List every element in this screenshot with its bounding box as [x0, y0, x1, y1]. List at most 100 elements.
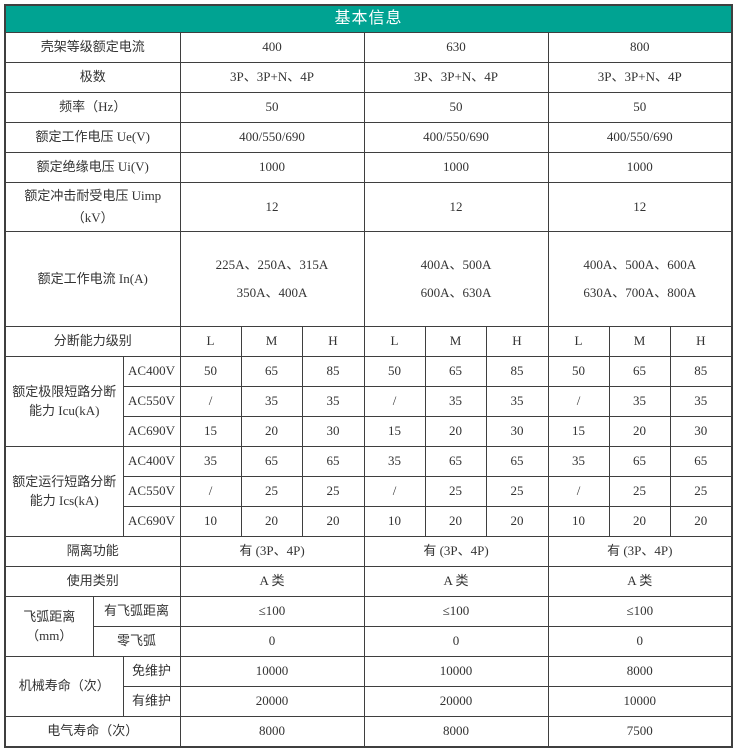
in-c1-line2: 350A、400A [236, 284, 308, 300]
cell-uimp-c1: 12 [179, 182, 365, 232]
cell-mech2-c2: 20000 [363, 686, 549, 717]
cell-arc1-c1: ≤100 [179, 596, 365, 627]
cell-ics3-5: 20 [485, 506, 549, 537]
cell-ics3-7: 20 [608, 506, 671, 537]
cell-ics2-4: 25 [424, 476, 487, 507]
row-ue: 额定工作电压 Ue(V) 400/550/690 400/550/690 400… [4, 122, 733, 153]
row-rated-current: 额定工作电流 In(A) 225A、250A、315A 350A、400A 40… [4, 231, 733, 327]
cell-ics1-0: 35 [179, 446, 242, 477]
cell-icu3-8: 30 [669, 416, 733, 447]
cell-level-4: M [424, 326, 487, 357]
row-breaking-level: 分断能力级别 L M H L M H L M H [4, 326, 733, 357]
cell-icu1-2: 85 [301, 356, 365, 387]
cell-level-5: H [485, 326, 549, 357]
cell-arc2-c1: 0 [179, 626, 365, 657]
cell-icu3-1: 20 [240, 416, 303, 447]
cell-ics1-5: 65 [485, 446, 549, 477]
row-mech-life-free: 机械寿命（次） 免维护 10000 10000 8000 [4, 656, 733, 717]
row-icu-ac400: 额定极限短路分断能力 Icu(kA) AC400V 50 65 85 50 65… [4, 356, 733, 447]
cell-freq-c2: 50 [363, 92, 549, 123]
row-label-ue: 额定工作电压 Ue(V) [4, 122, 181, 153]
cell-mech2-c3: 10000 [547, 686, 733, 717]
in-c2-line1: 400A、500A [420, 256, 492, 272]
cell-isolation-c3: 有 (3P、4P) [547, 536, 733, 567]
sub-label-icu-ac550v: AC550V [122, 386, 181, 417]
cell-icu3-6: 15 [547, 416, 610, 447]
cell-level-6: L [547, 326, 610, 357]
uimp-label-line1: 额定冲击耐受电压 Uimp [24, 187, 162, 203]
cell-in-c1: 225A、250A、315A 350A、400A [179, 231, 365, 327]
cell-poles-c3: 3P、3P+N、4P [547, 62, 733, 93]
row-label-frequency: 频率（Hz） [4, 92, 181, 123]
row-label-mech-life: 机械寿命（次） [4, 656, 124, 717]
row-label-usage-category: 使用类别 [4, 566, 181, 597]
row-label-uimp: 额定冲击耐受电压 Uimp （kV） [4, 182, 181, 232]
cell-mech1-c2: 10000 [363, 656, 549, 687]
row-arc-distance: 飞弧距离（mm） 有飞弧距离 ≤100 ≤100 ≤100 [4, 596, 733, 657]
row-ics-ac550: AC550V / 25 25 / 25 25 / 25 25 [5, 476, 733, 507]
row-ics-ac400: 额定运行短路分断能力 Ics(kA) AC400V 35 65 65 35 65… [4, 446, 733, 537]
cell-uimp-c3: 12 [547, 182, 733, 232]
basic-info-spec-table: 基本信息 壳架等级额定电流 400 630 800 极数 3P、3P+N、4P … [4, 4, 734, 748]
cell-frame-c2: 630 [363, 32, 549, 63]
cell-icu2-5: 35 [485, 386, 549, 417]
cell-icu2-8: 35 [669, 386, 733, 417]
row-frequency: 频率（Hz） 50 50 50 [4, 92, 733, 123]
cell-icu1-6: 50 [547, 356, 610, 387]
row-label-breaking-level: 分断能力级别 [4, 326, 181, 357]
cell-ics1-6: 35 [547, 446, 610, 477]
cell-ics2-0: / [179, 476, 242, 507]
cell-usage-c3: A 类 [547, 566, 733, 597]
cell-frame-c3: 800 [547, 32, 733, 63]
cell-icu2-4: 35 [424, 386, 487, 417]
row-electrical-life: 电气寿命（次） 8000 8000 7500 [4, 716, 733, 748]
cell-elec-c3: 7500 [547, 716, 733, 748]
cell-elec-c1: 8000 [179, 716, 365, 748]
cell-arc2-c2: 0 [363, 626, 549, 657]
cell-arc1-c3: ≤100 [547, 596, 733, 627]
cell-freq-c1: 50 [179, 92, 365, 123]
cell-uimp-c2: 12 [363, 182, 549, 232]
cell-ics3-3: 10 [363, 506, 426, 537]
row-label-rated-current: 额定工作电流 In(A) [4, 231, 181, 327]
cell-level-3: L [363, 326, 426, 357]
row-ics-ac690: AC690V 10 20 20 10 20 20 10 20 20 [5, 506, 733, 537]
cell-ue-c1: 400/550/690 [179, 122, 365, 153]
sub-label-ics-ac400v: AC400V [122, 446, 181, 477]
in-c3-line2: 630A、700A、800A [583, 284, 697, 300]
row-icu-ac690: AC690V 15 20 30 15 20 30 15 20 30 [5, 416, 733, 447]
cell-icu3-5: 30 [485, 416, 549, 447]
cell-ics2-3: / [363, 476, 426, 507]
cell-ics2-7: 25 [608, 476, 671, 507]
cell-ics2-2: 25 [301, 476, 365, 507]
cell-icu2-7: 35 [608, 386, 671, 417]
cell-ics2-6: / [547, 476, 610, 507]
cell-arc2-c3: 0 [547, 626, 733, 657]
row-usage-category: 使用类别 A 类 A 类 A 类 [4, 566, 733, 597]
row-label-ics: 额定运行短路分断能力 Ics(kA) [4, 446, 124, 537]
cell-icu2-3: / [363, 386, 426, 417]
row-label-frame-current: 壳架等级额定电流 [4, 32, 181, 63]
sub-label-with-maintenance: 有维护 [122, 686, 181, 717]
in-c3-line1: 400A、500A、600A [583, 256, 697, 272]
cell-arc1-c2: ≤100 [363, 596, 549, 627]
in-c1-line1: 225A、250A、315A [215, 256, 329, 272]
cell-in-c2: 400A、500A 600A、630A [363, 231, 549, 327]
cell-icu3-7: 20 [608, 416, 671, 447]
sub-label-icu-ac400v: AC400V [122, 356, 181, 387]
cell-ue-c3: 400/550/690 [547, 122, 733, 153]
row-uimp: 额定冲击耐受电压 Uimp （kV） 12 12 12 [4, 182, 733, 232]
row-icu-ac550: AC550V / 35 35 / 35 35 / 35 35 [5, 386, 733, 417]
cell-usage-c2: A 类 [363, 566, 549, 597]
row-label-ui: 额定绝缘电压 Ui(V) [4, 152, 181, 183]
cell-mech1-c1: 10000 [179, 656, 365, 687]
cell-frame-c1: 400 [179, 32, 365, 63]
cell-icu3-4: 20 [424, 416, 487, 447]
row-frame-current: 壳架等级额定电流 400 630 800 [4, 32, 733, 63]
cell-ics3-4: 20 [424, 506, 487, 537]
row-ui: 额定绝缘电压 Ui(V) 1000 1000 1000 [4, 152, 733, 183]
cell-ui-c2: 1000 [363, 152, 549, 183]
cell-ue-c2: 400/550/690 [363, 122, 549, 153]
cell-ics1-7: 65 [608, 446, 671, 477]
